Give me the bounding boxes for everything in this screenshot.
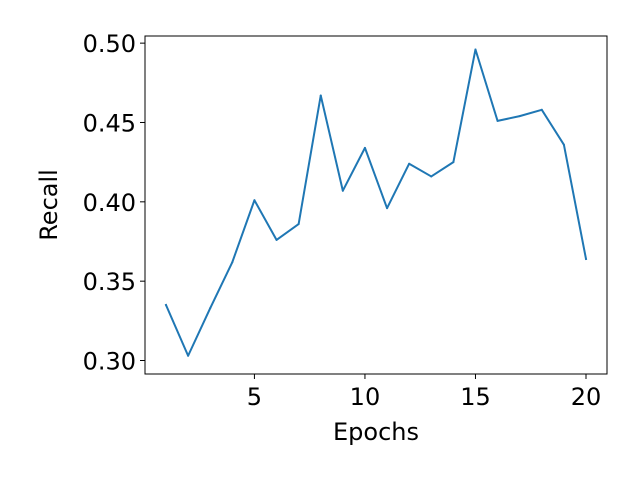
- x-axis-ticks: 5 10 15 20: [247, 374, 601, 411]
- y-tick-label: 0.35: [83, 268, 136, 296]
- x-tick-label: 10: [350, 383, 381, 411]
- data-point: [187, 354, 190, 357]
- data-point: [297, 223, 300, 226]
- y-tick-label: 0.50: [83, 30, 136, 58]
- data-point: [319, 94, 322, 97]
- data-point: [562, 143, 565, 146]
- data-point: [408, 162, 411, 165]
- x-axis-title: Epochs: [333, 418, 419, 446]
- data-point: [474, 48, 477, 51]
- data-point: [585, 257, 587, 260]
- data-point: [209, 307, 212, 310]
- data-point: [231, 261, 234, 264]
- data-point: [386, 207, 389, 210]
- y-tick-label: 0.40: [83, 189, 136, 217]
- data-point: [275, 238, 278, 241]
- data-point: [496, 119, 499, 122]
- x-tick-label: 20: [571, 383, 602, 411]
- series-layer: [164, 48, 588, 357]
- y-tick-label: 0.30: [83, 348, 136, 376]
- data-point: [518, 115, 521, 118]
- data-point: [165, 303, 167, 306]
- data-point: [341, 189, 344, 192]
- y-axis-title: Recall: [35, 169, 63, 241]
- data-point: [253, 199, 256, 202]
- data-point: [540, 108, 543, 111]
- data-point: [363, 146, 366, 149]
- y-axis-ticks: 0.30 0.35 0.40 0.45 0.50: [83, 30, 145, 376]
- data-point: [430, 175, 433, 178]
- plot-frame: [144, 35, 608, 375]
- x-tick-label: 15: [460, 383, 491, 411]
- data-point: [452, 161, 455, 164]
- y-tick-label: 0.45: [83, 109, 136, 137]
- x-tick-label: 5: [247, 383, 262, 411]
- series-line: [164, 48, 588, 357]
